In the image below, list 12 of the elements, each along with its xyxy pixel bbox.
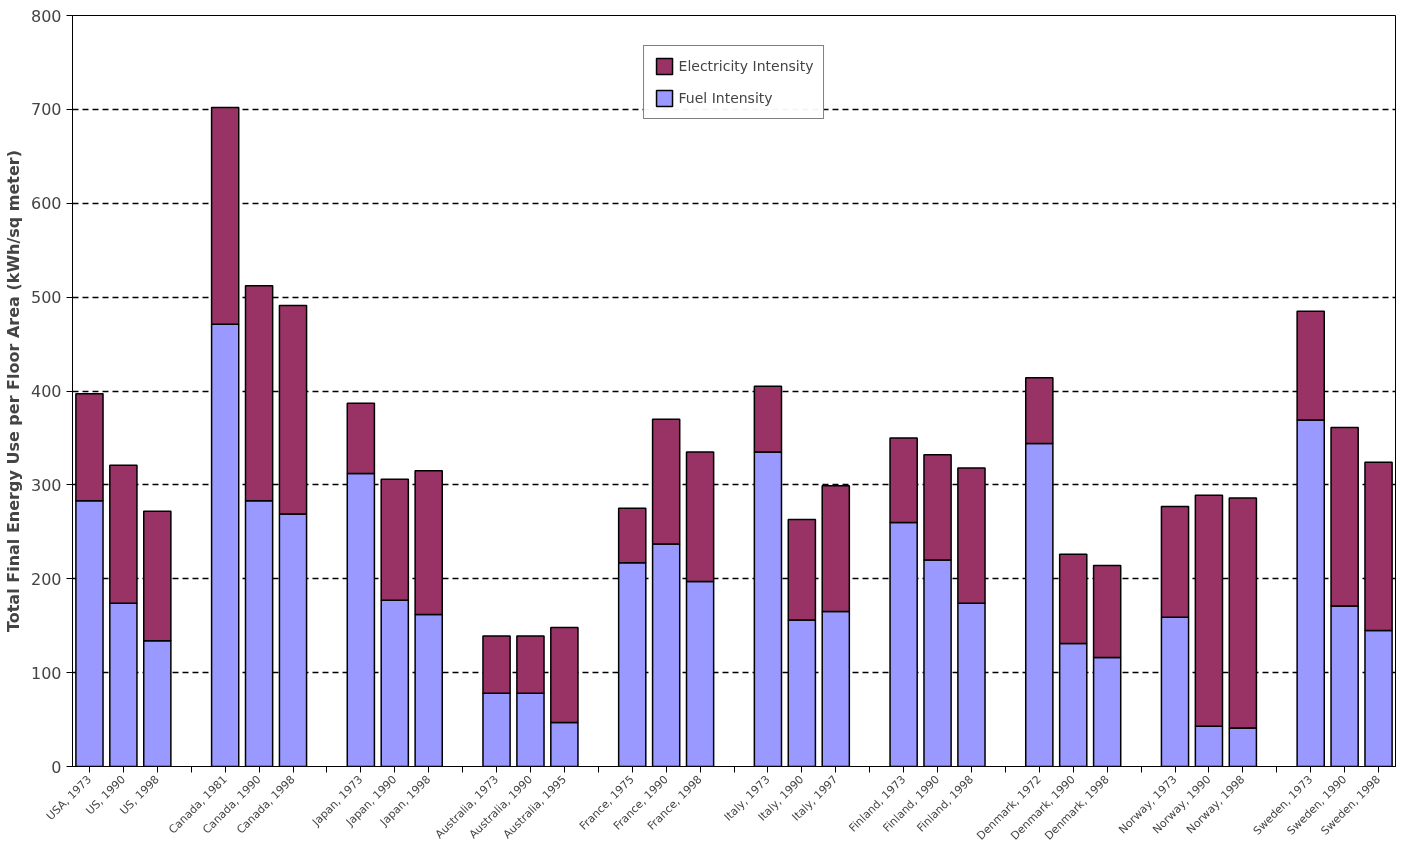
y-axis-title: Total Final Energy Use per Floor Area (kWh/sq meter) [3,149,23,633]
y-tick-label: 200 [30,569,62,589]
y-tick-label: 400 [30,382,62,401]
y-tick-label: 100 [30,663,62,683]
y-tick-label: 800 [30,6,62,26]
y-tick-label: 300 [30,475,62,495]
legend-label: Fuel Intensity [678,90,773,106]
y-tick-label: 600 [30,194,62,214]
y-tick-label: 700 [30,100,62,120]
y-tick-label: 500 [30,288,62,308]
legend-label: Electricity Intensity [678,58,814,74]
y-tick-label: 0 [51,757,62,777]
